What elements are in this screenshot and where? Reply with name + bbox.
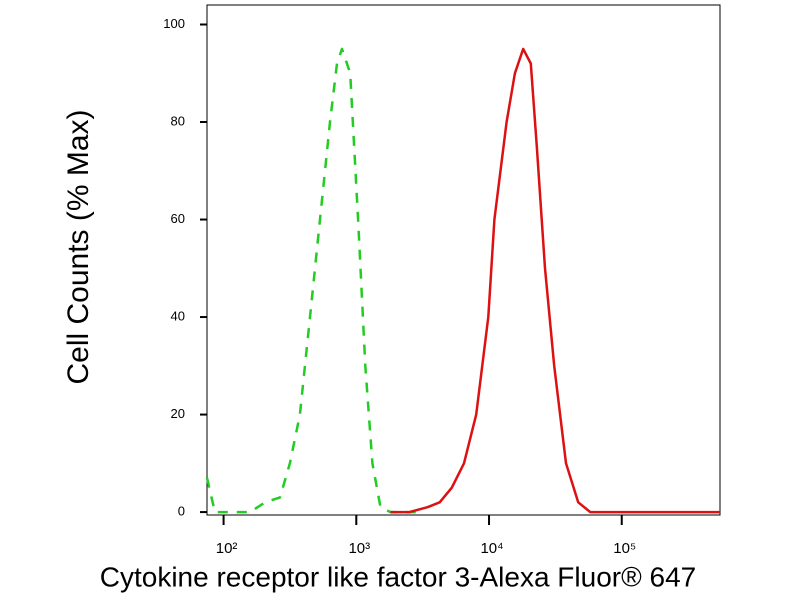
series-line [205, 47, 420, 514]
y-tick-label: 0 [178, 504, 185, 519]
x-axis-title: Cytokine receptor like factor 3-Alexa Fl… [100, 561, 696, 592]
y-tick-label: 80 [171, 113, 185, 128]
x-tick-label: 10³ [348, 540, 370, 557]
plot-frame [206, 4, 721, 516]
x-tick-label: 10⁴ [480, 540, 503, 557]
y-tick-label: 100 [163, 16, 185, 31]
x-tick-label: 10⁵ [613, 540, 636, 557]
y-tick-label: 40 [171, 308, 185, 323]
y-tick-label: 60 [171, 211, 185, 226]
series-line [390, 47, 720, 514]
x-tick-label: 10² [216, 540, 238, 557]
y-axis-title: Cell Counts (% Max) [62, 109, 95, 384]
y-tick-label: 20 [171, 406, 185, 421]
